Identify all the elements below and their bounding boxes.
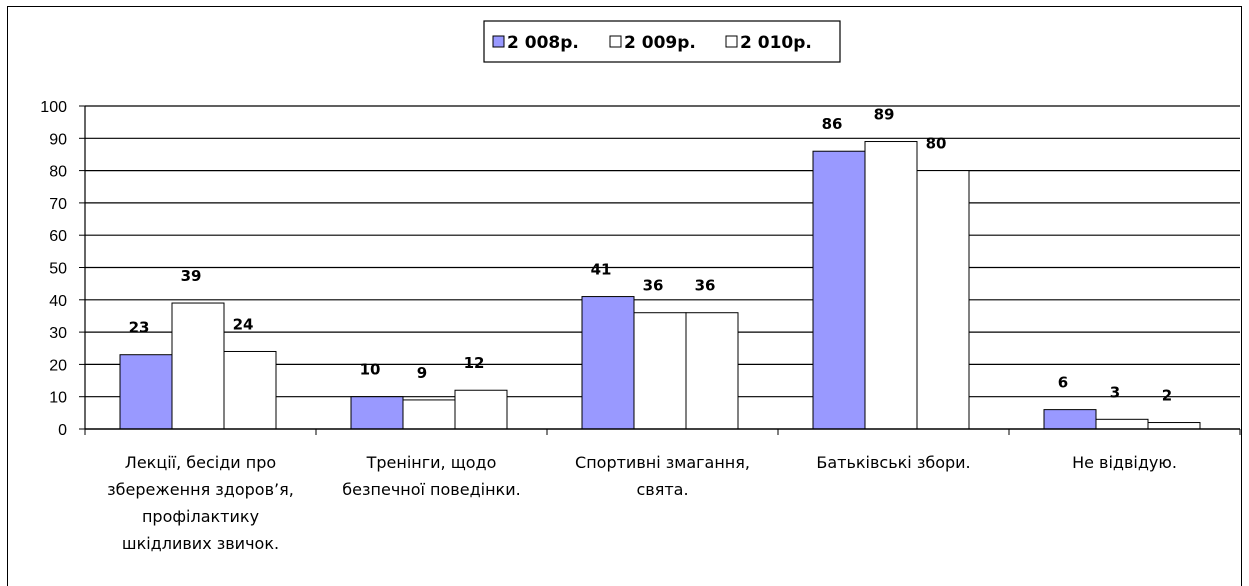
- data-label: 36: [643, 277, 664, 295]
- y-tick-label: 90: [49, 131, 67, 148]
- legend-swatch: [609, 35, 622, 48]
- legend-swatch: [492, 35, 505, 48]
- legend-label: 2 009р.: [624, 33, 696, 53]
- bar-2-3: [633, 312, 687, 430]
- category-label: Лекції, бесіди про: [125, 453, 276, 472]
- y-tick-label: 30: [49, 325, 67, 342]
- y-tick-label: 50: [49, 261, 67, 278]
- bar-2-4: [864, 141, 918, 430]
- data-labels: 23 39 24 10 9 12 41 36 36 86 89 80 6 3 2: [129, 106, 1173, 405]
- y-tick-label: 80: [49, 164, 67, 181]
- data-label: 9: [417, 364, 427, 382]
- legend-swatch: [725, 35, 738, 48]
- bar-1-1: [119, 354, 173, 430]
- category-label: Не відвідую.: [1072, 453, 1177, 472]
- y-tick-label: 40: [49, 293, 67, 310]
- y-tick-label: 0: [58, 422, 67, 439]
- category-label: шкідливих звичок.: [122, 534, 279, 553]
- data-label: 10: [360, 361, 381, 379]
- legend-label: 2 008р.: [507, 33, 579, 53]
- data-label: 80: [926, 135, 947, 153]
- data-label: 6: [1058, 374, 1068, 392]
- data-label: 41: [591, 261, 612, 279]
- data-label: 2: [1162, 387, 1172, 405]
- category-label: Спортивні змагання,: [575, 453, 750, 472]
- data-label: 89: [874, 106, 895, 124]
- bar-2-2: [402, 399, 456, 430]
- legend-label: 2 010р.: [740, 33, 812, 53]
- legend-box: [483, 20, 841, 63]
- legend: 2 008р. 2 009р. 2 010р.: [483, 20, 841, 63]
- category-label: свята.: [636, 480, 688, 499]
- bar-1-4: [812, 150, 866, 430]
- category-label: Тренінги, щодо: [366, 453, 497, 472]
- category-label: збереження здоров’я,: [107, 480, 294, 499]
- bar-3-5: [1147, 422, 1201, 430]
- y-tick-label: 70: [49, 196, 67, 213]
- category-label: безпечної поведінки.: [342, 480, 520, 499]
- bar-2-5: [1095, 418, 1149, 430]
- bar-3-3: [685, 312, 739, 430]
- y-tick-label: 20: [49, 357, 67, 374]
- bar-1-5: [1043, 409, 1097, 430]
- chart-frame: [7, 6, 1242, 586]
- bar-3-1: [223, 350, 277, 430]
- data-label: 86: [822, 115, 843, 133]
- y-tick-label: 100: [40, 99, 67, 116]
- data-label: 39: [181, 267, 202, 285]
- bar-1-3: [581, 296, 635, 430]
- data-label: 12: [464, 354, 485, 372]
- axes: 0 10 20 30 40 50 60 70 80 90 100 Лекції, бесіди про…: [40, 99, 1241, 553]
- bar-3-2: [454, 389, 508, 430]
- bar-2-1: [171, 302, 225, 430]
- bar-3-4: [916, 170, 970, 430]
- data-label: 36: [695, 277, 716, 295]
- bar-1-2: [350, 396, 404, 430]
- y-tick-label: 60: [49, 228, 67, 245]
- data-label: 3: [1110, 383, 1120, 401]
- data-label: 23: [129, 319, 150, 337]
- data-label: 24: [233, 315, 254, 333]
- y-tick-label: 10: [49, 390, 67, 407]
- category-label: профілактику: [142, 507, 259, 526]
- bars: [119, 141, 1201, 430]
- category-label: Батьківські збори.: [816, 453, 970, 472]
